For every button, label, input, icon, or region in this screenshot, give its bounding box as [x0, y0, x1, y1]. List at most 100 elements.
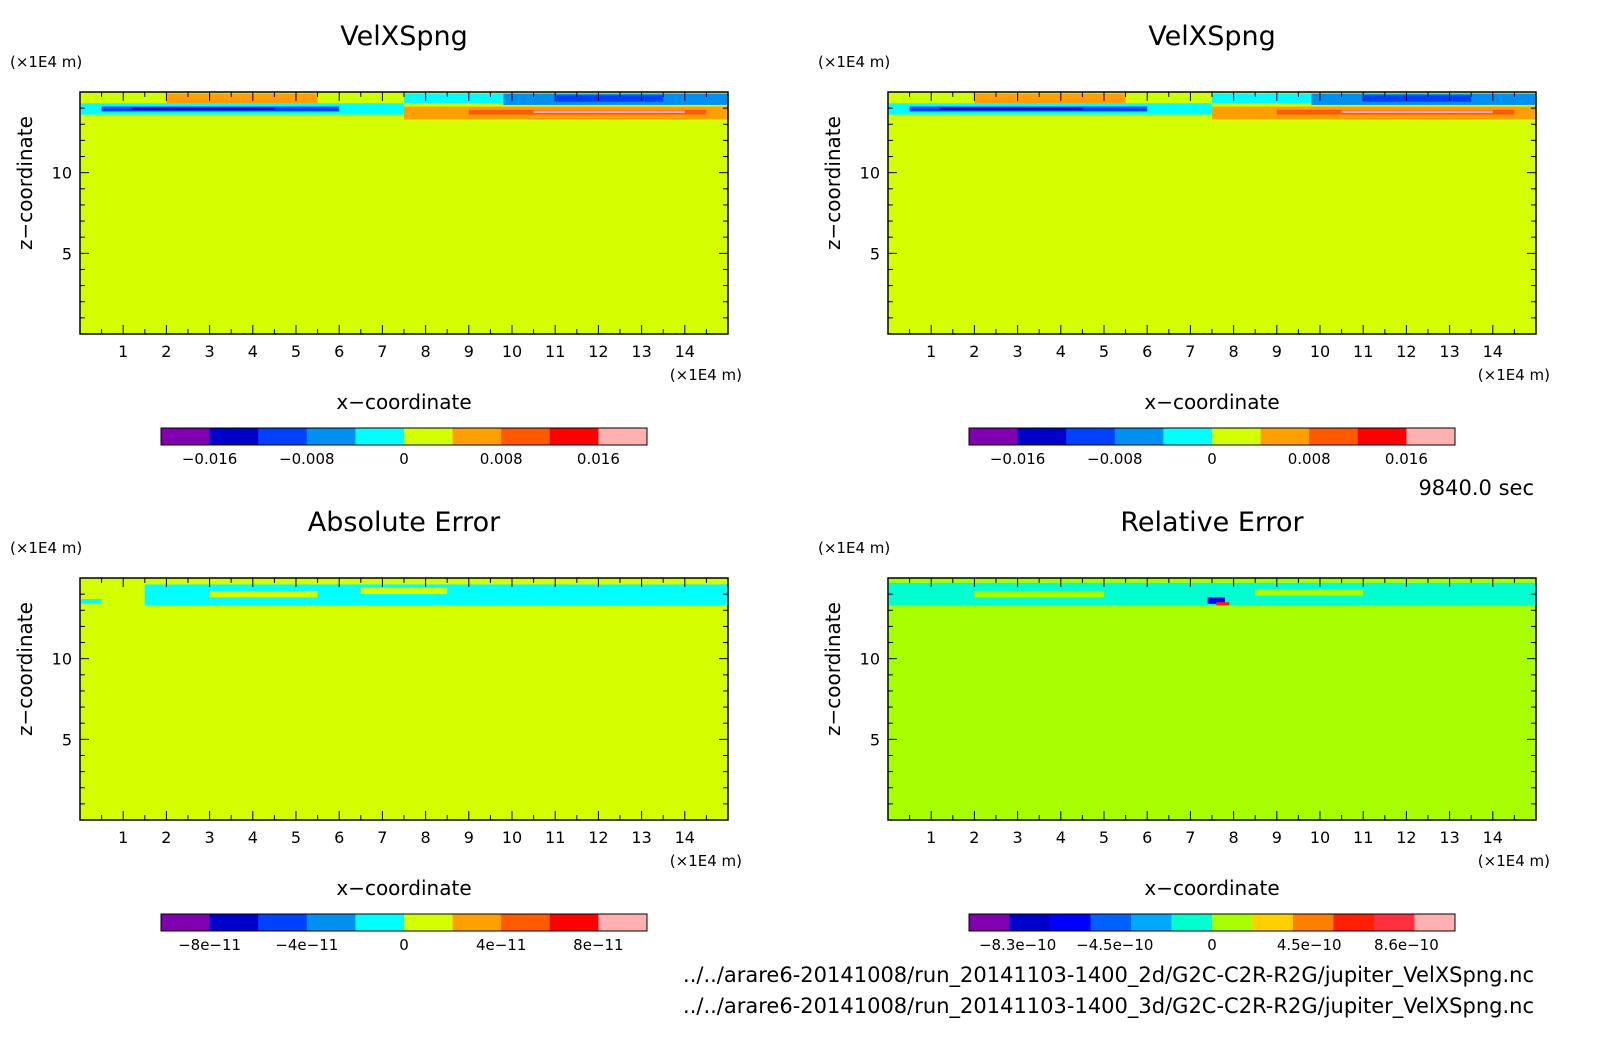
x-tick-label: 10 [502, 342, 522, 361]
colorbar-tick-label: 0.016 [1385, 450, 1428, 468]
y-axis-label: z−coordinate [13, 602, 37, 736]
colorbar-tick-label: −0.008 [279, 450, 335, 468]
x-tick-label: 1 [926, 342, 936, 361]
time-label: 9840.0 sec [1418, 476, 1534, 500]
field-band-5 [166, 93, 318, 104]
y-tick-label: 10 [860, 650, 880, 669]
colorbar-swatch [549, 914, 599, 931]
colorbar-swatch [1171, 914, 1213, 931]
colorbar-swatch [1050, 914, 1091, 931]
colorbar-swatch [1090, 914, 1132, 931]
x-tick-label: 11 [1353, 828, 1373, 847]
x-tick-label: 14 [1483, 342, 1503, 361]
colorbar-frame [160, 427, 648, 446]
colorbar-frame [160, 913, 648, 932]
x-tick-label: 13 [631, 342, 651, 361]
x-tick-label: 2 [161, 342, 171, 361]
x-tick-label: 13 [631, 828, 651, 847]
field-band-2 [209, 590, 318, 598]
colorbar-swatch [1131, 914, 1172, 931]
x-tick-label: 12 [588, 342, 608, 361]
x-tick-label: 2 [969, 828, 979, 847]
x-axis-label: x−coordinate [1144, 876, 1279, 900]
colorbar-swatch [404, 428, 454, 445]
y-tick-label: 10 [52, 650, 72, 669]
x-unit-label: (×1E4 m) [1478, 366, 1550, 384]
x-tick-label: 8 [1229, 828, 1239, 847]
plot-area [80, 578, 728, 820]
colorbar-swatch [1414, 914, 1456, 931]
plot-area [888, 92, 1536, 334]
x-tick-label: 4 [248, 342, 258, 361]
x-tick-label: 6 [1142, 828, 1152, 847]
x-tick-label: 3 [1013, 828, 1023, 847]
x-axis-label: x−coordinate [336, 390, 471, 414]
colorbar-swatch [404, 914, 454, 931]
colorbar-swatch [1309, 428, 1359, 445]
x-tick-label: 7 [377, 342, 387, 361]
x-tick-label: 7 [1185, 828, 1195, 847]
colorbar-swatch [1212, 428, 1262, 445]
colorbar-swatch [598, 428, 648, 445]
chart-title: Absolute Error [308, 507, 501, 538]
field-band-3 [360, 587, 448, 595]
field-band-5 [974, 93, 1126, 104]
y-axis-label: z−coordinate [13, 116, 37, 250]
x-tick-label: 8 [1229, 342, 1239, 361]
colorbar-tick-label: −4e−11 [275, 936, 338, 954]
colorbar-swatch [452, 428, 502, 445]
colorbar-swatch [452, 914, 502, 931]
colorbar-swatch [1293, 914, 1334, 931]
x-tick-label: 4 [1056, 342, 1066, 361]
y-tick-label: 10 [860, 164, 880, 183]
colorbar-swatch [1333, 914, 1375, 931]
colorbar-swatch [161, 428, 211, 445]
field-band-4 [80, 598, 102, 604]
colorbar-tick-label: 0.008 [480, 450, 523, 468]
x-axis-label: x−coordinate [1144, 390, 1279, 414]
field-band-3 [1255, 589, 1364, 596]
field-band-1 [144, 584, 729, 606]
colorbar-swatch [598, 914, 648, 931]
colorbar-swatch [209, 428, 259, 445]
y-axis-label: z−coordinate [821, 116, 845, 250]
field-band-8 [1341, 110, 1493, 113]
colorbar-swatch [1066, 428, 1116, 445]
colorbar-tick-label: −0.016 [990, 450, 1046, 468]
x-tick-label: 5 [291, 828, 301, 847]
x-tick-label: 7 [377, 828, 387, 847]
x-tick-label: 4 [1056, 828, 1066, 847]
y-axis-label: z−coordinate [821, 602, 845, 736]
colorbar-swatch [1114, 428, 1164, 445]
x-tick-label: 14 [675, 828, 695, 847]
x-tick-label: 14 [675, 342, 695, 361]
field-band-4 [131, 107, 275, 110]
field-band-5 [1216, 602, 1230, 606]
x-tick-label: 2 [969, 342, 979, 361]
field-band-4 [1207, 597, 1225, 604]
colorbar-tick-label: 8e−11 [573, 936, 623, 954]
colorbar-swatch [209, 914, 259, 931]
field-band-1 [888, 582, 1536, 606]
field-band-8 [533, 110, 685, 113]
x-tick-label: 10 [1310, 342, 1330, 361]
colorbar-tick-label: −0.008 [1087, 450, 1143, 468]
colorbar-tick-label: −8e−11 [178, 936, 241, 954]
colorbar-swatch [355, 914, 405, 931]
colorbar-tick-label: 0.016 [577, 450, 620, 468]
colorbar-swatch [1357, 428, 1407, 445]
colorbar-tick-label: −8.3e−10 [979, 936, 1056, 954]
y-unit-label: (×1E4 m) [818, 539, 890, 557]
colorbar-swatch [969, 914, 1010, 931]
colorbar-tick-label: 4e−11 [476, 936, 526, 954]
colorbar-tick-label: 8.6e−10 [1374, 936, 1439, 954]
x-tick-label: 13 [1439, 828, 1459, 847]
x-tick-label: 9 [464, 342, 474, 361]
colorbar-swatch [969, 428, 1019, 445]
field-band-11 [404, 93, 504, 104]
y-tick-label: 5 [62, 244, 72, 263]
